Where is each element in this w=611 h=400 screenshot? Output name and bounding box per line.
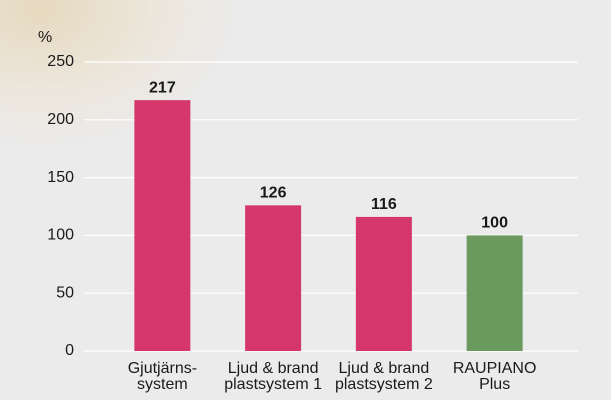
y-tick-label: 250 bbox=[47, 53, 74, 70]
bar bbox=[466, 235, 523, 351]
x-tick-label: plastsystem 1 bbox=[224, 376, 322, 393]
bar bbox=[134, 100, 191, 351]
x-tick-label: plastsystem 2 bbox=[335, 376, 433, 393]
x-tick-label: system bbox=[137, 376, 188, 393]
value-label: 217 bbox=[149, 79, 176, 96]
y-tick-label: 0 bbox=[65, 342, 74, 359]
x-tick-label: Ljud & brand bbox=[228, 360, 319, 377]
y-tick-label: 100 bbox=[47, 227, 74, 244]
value-label: 100 bbox=[481, 215, 508, 232]
x-tick-label: Plus bbox=[479, 376, 510, 393]
bar bbox=[355, 216, 412, 351]
y-axis-label: % bbox=[38, 29, 52, 46]
bar bbox=[245, 205, 302, 351]
y-tick-label: 50 bbox=[56, 284, 74, 301]
y-tick-label: 150 bbox=[47, 169, 74, 186]
x-tick-label: RAUPIANO bbox=[453, 360, 537, 377]
x-tick-label: Gjutjärns- bbox=[128, 360, 197, 377]
value-label: 116 bbox=[371, 196, 397, 213]
value-label: 126 bbox=[260, 185, 287, 202]
x-tick-label: Ljud & brand bbox=[339, 360, 430, 377]
y-tick-label: 200 bbox=[47, 111, 74, 128]
